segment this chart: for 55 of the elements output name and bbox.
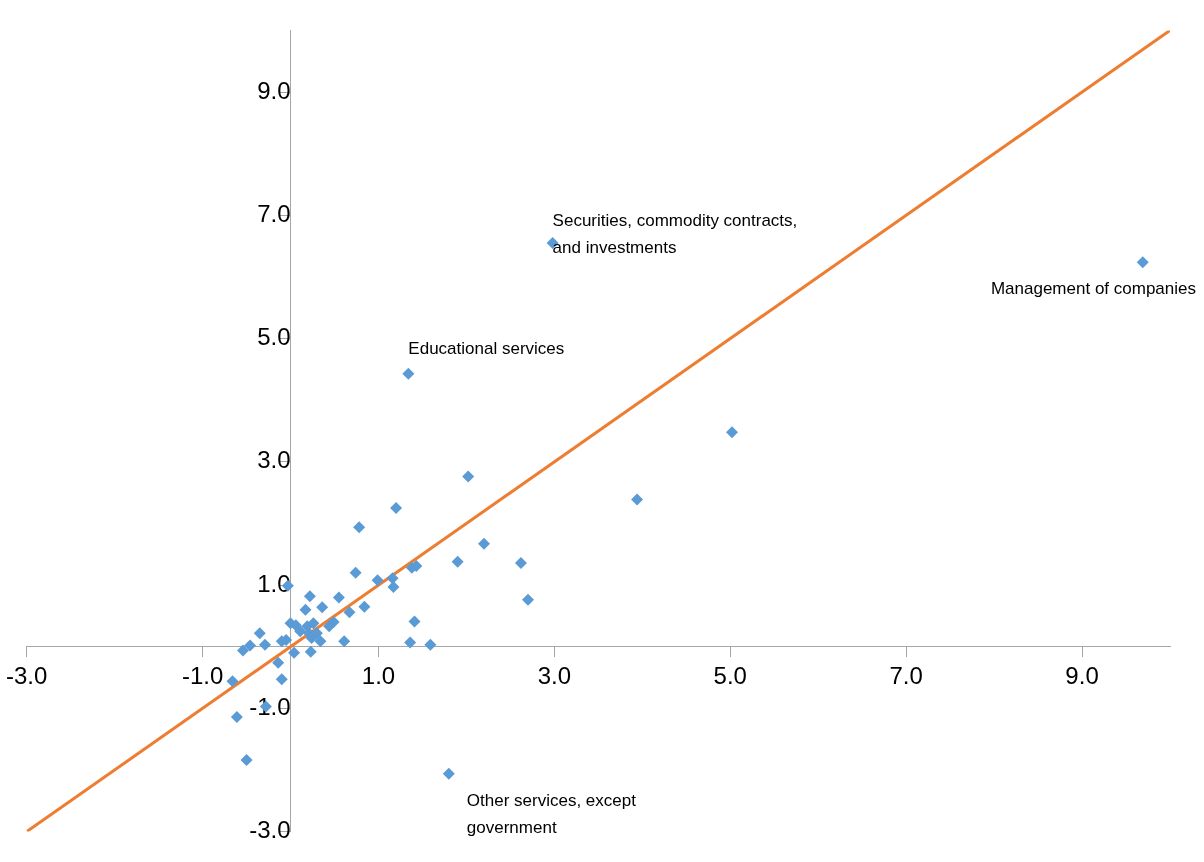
- point: [408, 615, 421, 628]
- point: [338, 635, 351, 648]
- annotation: Management of companies: [990, 279, 1196, 299]
- point: [327, 616, 340, 629]
- point: [404, 636, 417, 649]
- point: [226, 675, 239, 688]
- point: [462, 470, 475, 483]
- point: [259, 638, 272, 651]
- point: [303, 590, 316, 603]
- x-tick-label: -3.0: [6, 661, 48, 689]
- point: [304, 645, 317, 658]
- point: [307, 617, 320, 630]
- point: [316, 601, 329, 614]
- annotation: Other services, except government: [466, 790, 637, 837]
- x-tick-label: 5.0: [713, 661, 747, 689]
- x-tick-label: 9.0: [1065, 661, 1099, 689]
- point: [275, 673, 288, 686]
- point: [240, 754, 253, 767]
- point: [358, 600, 371, 613]
- point: [253, 627, 266, 640]
- point: [299, 603, 312, 616]
- point: [244, 639, 257, 652]
- point: [478, 537, 491, 550]
- point: [521, 593, 534, 606]
- point: [442, 767, 455, 780]
- point: [371, 574, 384, 587]
- y-tick-label: 7.0: [257, 199, 291, 227]
- point: [314, 635, 327, 648]
- x-tick-label: 7.0: [889, 661, 923, 689]
- point: [514, 556, 527, 569]
- point: [424, 638, 437, 651]
- point: [726, 426, 739, 439]
- y-tick-label: 3.0: [257, 446, 291, 474]
- point: [230, 710, 243, 723]
- x-tick-label: 1.0: [361, 661, 396, 689]
- point: [343, 606, 356, 619]
- point: [353, 521, 366, 534]
- y-tick-label: 9.0: [257, 76, 291, 104]
- point: [237, 644, 250, 657]
- annotation: Securities, commodity contracts, and investments: [552, 211, 798, 258]
- point: [1136, 256, 1149, 269]
- point: [402, 367, 415, 380]
- x-tick-label: 3.0: [537, 661, 572, 689]
- annotation: Educational services: [408, 338, 565, 358]
- point: [288, 646, 301, 659]
- point: [349, 566, 362, 579]
- point: [390, 502, 403, 515]
- point: [294, 625, 307, 638]
- point: [451, 555, 464, 568]
- point: [332, 591, 345, 604]
- y-tick-label: 5.0: [257, 323, 291, 351]
- point: [272, 656, 285, 669]
- y-tick-label: -3.0: [249, 816, 291, 844]
- point: [631, 493, 644, 506]
- x-tick-label: -1.0: [181, 661, 224, 689]
